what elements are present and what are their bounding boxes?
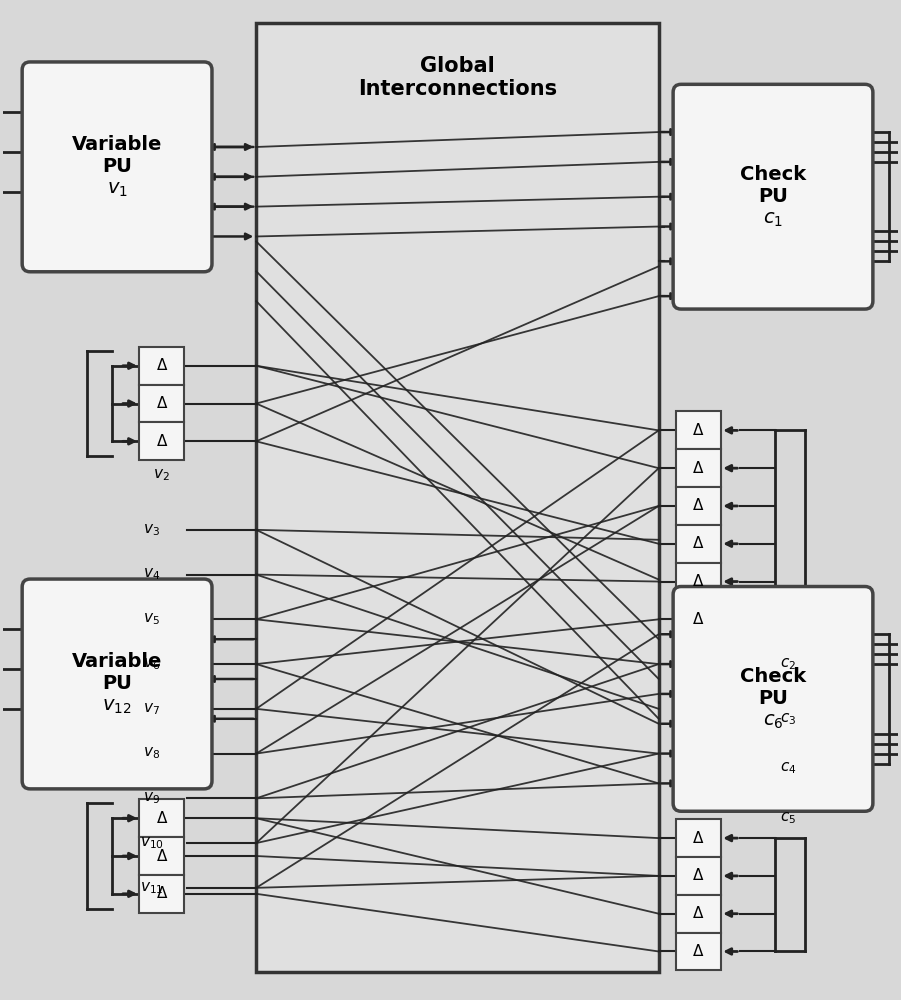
Text: Global
Interconnections: Global Interconnections [358,56,557,99]
FancyBboxPatch shape [673,587,873,811]
Text: $v_{10}$: $v_{10}$ [140,835,164,851]
Text: $c_2$: $c_2$ [780,656,796,672]
Text: Δ: Δ [693,831,704,846]
Text: Δ: Δ [157,434,167,449]
Text: Δ: Δ [693,461,704,476]
Bar [676,563,721,600]
Text: Δ: Δ [693,498,704,513]
Text: Δ: Δ [157,396,167,411]
Text: $v_{11}$: $v_{11}$ [140,880,164,896]
Bar [676,857,721,895]
Text: Variable
PU
$v_{12}$: Variable PU $v_{12}$ [72,652,162,716]
Text: $v_8$: $v_8$ [143,746,160,761]
Bar [140,837,184,875]
Text: $v_5$: $v_5$ [143,611,160,627]
Text: Δ: Δ [157,811,167,826]
Bar [676,411,721,449]
Bar [140,385,184,422]
Text: Δ: Δ [693,612,704,627]
Text: $v_9$: $v_9$ [143,790,160,806]
Text: Δ: Δ [157,886,167,901]
FancyBboxPatch shape [23,62,212,272]
Text: Variable
PU
$v_1$: Variable PU $v_1$ [72,135,162,199]
FancyBboxPatch shape [23,579,212,789]
Text: Δ: Δ [693,574,704,589]
Bar [140,422,184,460]
Text: Δ: Δ [693,423,704,438]
Bar [676,525,721,563]
Bar [676,600,721,638]
FancyBboxPatch shape [673,84,873,309]
Bar [676,819,721,857]
Bar [140,875,184,913]
Text: Δ: Δ [693,536,704,551]
Text: Δ: Δ [157,358,167,373]
Text: $v_6$: $v_6$ [143,656,160,672]
Bar [676,895,721,933]
Text: $c_3$: $c_3$ [779,711,796,727]
Text: Δ: Δ [157,849,167,864]
Text: Check
PU
$c_1$: Check PU $c_1$ [740,165,806,229]
Bar [140,347,184,385]
Text: Δ: Δ [693,944,704,959]
Bar [676,449,721,487]
Text: $v_7$: $v_7$ [143,701,160,717]
Text: $v_4$: $v_4$ [143,567,160,582]
Bar [676,487,721,525]
Bar [676,933,721,970]
Text: Δ: Δ [693,906,704,921]
Text: Check
PU
$c_6$: Check PU $c_6$ [740,667,806,731]
Bar [140,799,184,837]
Text: $v_2$: $v_2$ [153,467,170,483]
Text: Δ: Δ [693,868,704,883]
Text: $v_3$: $v_3$ [143,522,160,538]
Text: $c_4$: $c_4$ [779,761,796,776]
Text: $c_5$: $c_5$ [780,810,796,826]
Bar [256,23,659,972]
